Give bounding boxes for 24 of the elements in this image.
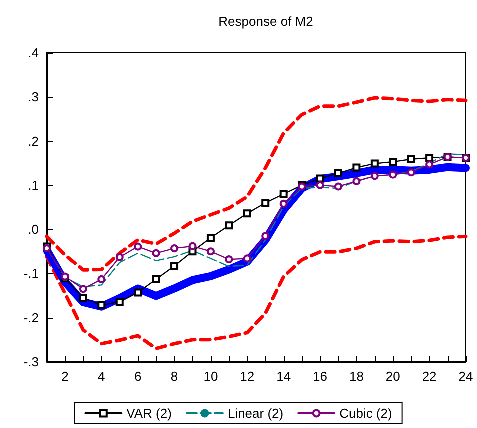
x-tick-label: 12	[240, 369, 255, 384]
legend-label: Cubic (2)	[340, 406, 392, 421]
y-tick-label: -.2	[24, 310, 39, 326]
x-tick-label: 24	[458, 369, 474, 384]
y-tick-label: .2	[28, 134, 39, 149]
x-tick-label: 2	[62, 369, 69, 384]
x-tick-label: 18	[349, 369, 364, 384]
x-tick-label: 20	[386, 369, 400, 384]
y-tick-label: -.1	[24, 266, 39, 282]
x-tick-label: 10	[204, 369, 218, 384]
y-tick-label: .4	[28, 46, 39, 60]
x-tick-label: 22	[422, 369, 437, 384]
x-tick-label: 4	[98, 369, 106, 384]
chart-title: Response of M2	[218, 14, 314, 29]
y-tick-label: .1	[28, 178, 39, 193]
legend-label: VAR (2)	[126, 406, 172, 421]
y-tick-label: .3	[28, 90, 39, 105]
y-tick-label: .0	[28, 222, 39, 238]
y-tick-label: -.3	[24, 354, 39, 370]
x-tick-label: 14	[276, 369, 292, 384]
x-tick-label: 16	[313, 369, 328, 384]
x-tick-label: 8	[170, 369, 178, 384]
legend-label: Linear (2)	[228, 406, 284, 421]
x-tick-label: 6	[134, 369, 142, 384]
